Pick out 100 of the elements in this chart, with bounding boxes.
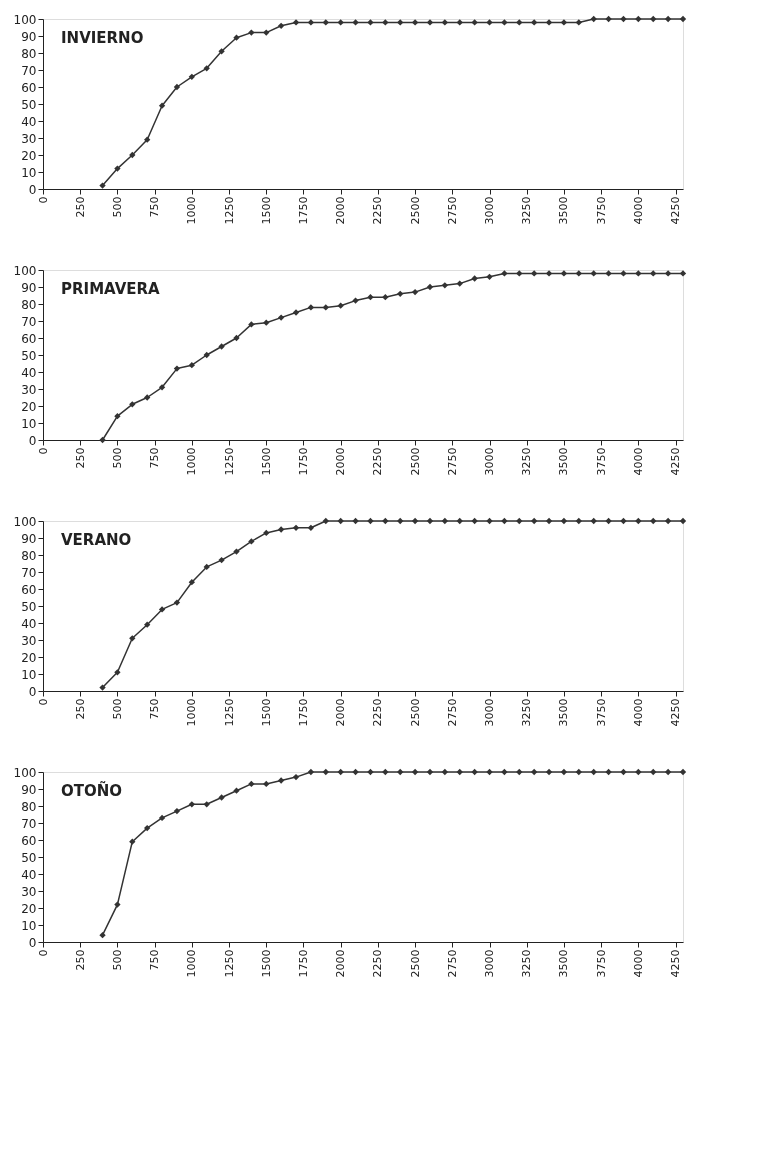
point — [367, 294, 374, 301]
point — [158, 384, 166, 391]
x-tick-label: 2000 — [334, 698, 348, 727]
y-tick-label: 100 — [13, 263, 37, 278]
point — [486, 517, 493, 525]
y-tick-label: 20 — [21, 901, 37, 916]
point — [352, 297, 359, 304]
y-tick-label: 100 — [13, 765, 37, 780]
x-tick-label: 1250 — [222, 196, 236, 225]
x-tick-label: 1250 — [222, 447, 236, 476]
point — [277, 526, 285, 533]
point — [501, 270, 508, 277]
point — [441, 19, 449, 26]
y-tick-label: 50 — [21, 599, 37, 614]
y-tick-label: 60 — [21, 331, 37, 346]
point — [173, 365, 181, 372]
point — [367, 517, 374, 525]
point — [456, 517, 463, 525]
point — [397, 517, 404, 525]
text: INVIERNO — [61, 29, 144, 47]
point — [218, 794, 225, 801]
x-tick-label: 1750 — [296, 949, 310, 978]
x-tick-label: 4250 — [669, 698, 683, 727]
point — [144, 394, 151, 401]
point — [620, 517, 627, 525]
point — [590, 15, 597, 23]
point — [456, 19, 463, 26]
x-tick-label: 3750 — [594, 447, 608, 476]
x-tick-label: 1500 — [259, 949, 273, 978]
y-tick-label: 40 — [21, 867, 37, 882]
y-tick-label: 40 — [21, 114, 37, 129]
point — [635, 517, 642, 525]
point — [441, 768, 449, 776]
point — [203, 801, 210, 808]
point — [352, 768, 359, 776]
x-tick-label: 2000 — [334, 949, 348, 978]
point — [471, 19, 478, 26]
point — [307, 19, 315, 26]
point — [560, 768, 568, 776]
y-tick-label: 50 — [21, 850, 37, 865]
point — [307, 304, 315, 311]
point — [650, 517, 657, 525]
x-tick-label: 500 — [110, 698, 124, 720]
text: VERANO — [61, 531, 132, 549]
point — [277, 777, 285, 784]
x-tick-label: 1000 — [185, 698, 199, 727]
point — [99, 932, 106, 939]
y-tick-label: 0 — [28, 433, 37, 448]
point — [545, 19, 553, 26]
point — [188, 362, 195, 369]
x-tick-label: 1750 — [296, 698, 310, 727]
y-tick-label: 40 — [21, 365, 37, 380]
y-tick-label: 80 — [21, 548, 37, 563]
point — [337, 517, 344, 525]
x-tick-label: 2250 — [371, 447, 385, 476]
y-tick-label: 30 — [21, 884, 37, 899]
x-tick-label: 1250 — [222, 698, 236, 727]
y-tick-label: 70 — [21, 63, 37, 78]
point — [218, 48, 225, 55]
y-tick-label: 70 — [21, 816, 37, 831]
y-tick-label: 20 — [21, 148, 37, 163]
point — [679, 768, 687, 776]
point — [426, 768, 434, 776]
point — [158, 814, 166, 822]
point — [545, 517, 553, 525]
point — [545, 768, 553, 776]
point — [620, 15, 627, 23]
y-tick-label: 50 — [21, 348, 37, 363]
point — [337, 302, 344, 309]
x-tick-label: 2500 — [408, 698, 422, 727]
y-tick-label: 60 — [21, 582, 37, 597]
point — [233, 548, 240, 555]
point — [679, 517, 687, 525]
point — [426, 517, 434, 525]
x-tick-label: 2250 — [371, 196, 385, 225]
x-tick-label: 4250 — [669, 447, 683, 476]
x-tick-label: 3250 — [520, 949, 534, 978]
point — [248, 29, 255, 36]
point — [307, 524, 315, 531]
point — [114, 901, 121, 908]
point — [650, 15, 657, 23]
point — [129, 151, 136, 159]
point — [560, 270, 568, 277]
point — [397, 19, 404, 26]
x-tick-label: 3250 — [520, 698, 534, 727]
x-tick-label: 2500 — [408, 196, 422, 225]
x-tick-label: 2750 — [445, 447, 459, 476]
x-tick-label: 2250 — [371, 949, 385, 978]
point — [307, 768, 315, 776]
point — [248, 780, 255, 788]
point — [411, 768, 419, 776]
point — [188, 579, 195, 586]
point — [233, 334, 240, 342]
point — [397, 768, 404, 776]
x-tick-label: 750 — [148, 447, 162, 469]
x-tick-label: 3500 — [557, 949, 571, 978]
point — [203, 563, 210, 571]
x-tick-label: 1000 — [185, 949, 199, 978]
x-tick-label: 2000 — [334, 447, 348, 476]
point — [620, 270, 627, 277]
